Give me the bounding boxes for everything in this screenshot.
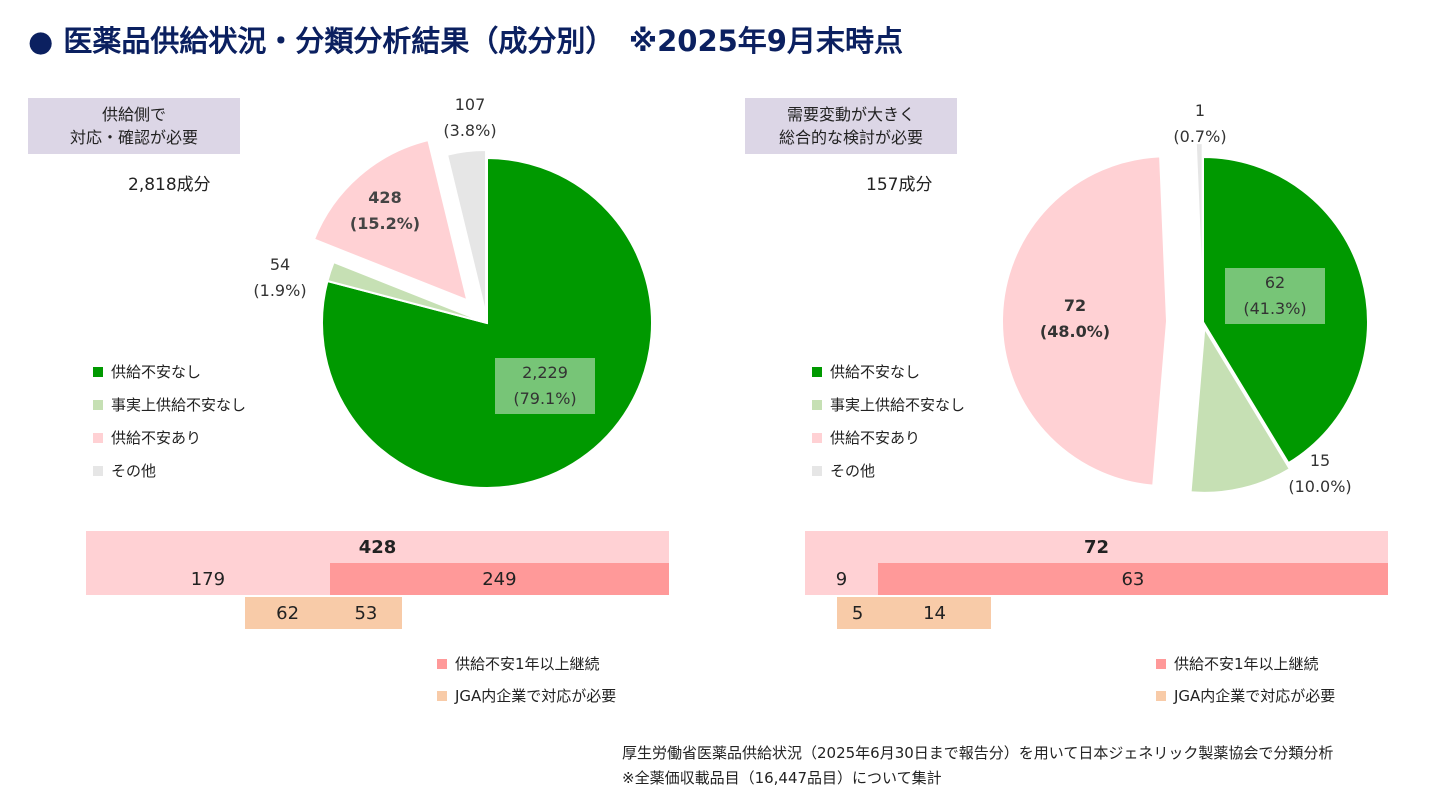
pie-slice-3	[445, 149, 488, 316]
value-label: 62	[1264, 273, 1286, 292]
bar-segment-over-1yr: 63	[877, 563, 1388, 595]
bar-total: 428	[86, 531, 669, 563]
legend-item: 事実上供給不安なし	[812, 389, 965, 422]
pie-slice-2	[312, 138, 469, 303]
bar-legend-item: JGA内企業で対応が必要	[1156, 680, 1335, 713]
legend-swatch	[812, 367, 822, 377]
legend-swatch	[93, 367, 103, 377]
legend-swatch	[437, 659, 447, 669]
legend-label: 供給不安あり	[111, 429, 202, 447]
category-tag: 需要変動が大きく 総合的な検討が必要	[745, 98, 957, 154]
legend-item: 供給不安なし	[93, 356, 201, 389]
value-label: 72	[1063, 296, 1087, 315]
legend-label: その他	[830, 462, 876, 480]
legend-item: 供給不安なし	[812, 356, 920, 389]
pie-slice-1	[1189, 324, 1292, 494]
data-label: 1 (0.7%)	[1150, 98, 1250, 150]
legend-label: 事実上供給不安なし	[111, 396, 247, 414]
bar-segment-jga-short: 62	[245, 597, 330, 629]
pie-slice-1	[326, 260, 488, 324]
data-label: 2,229 (79.1%)	[495, 358, 595, 414]
legend-label: 供給不安1年以上継続	[455, 655, 600, 673]
footnote-scope: ※全薬価収載品目（16,447品目）について集計	[622, 769, 942, 787]
percent-label: (10.0%)	[1288, 477, 1352, 496]
total-count: 157成分	[866, 175, 933, 195]
legend-item: その他	[93, 455, 156, 488]
legend-swatch	[437, 691, 447, 701]
bar-segment-short: 9	[805, 563, 878, 595]
data-label: 72 (48.0%)	[1025, 293, 1125, 345]
data-label: 62 (41.3%)	[1225, 268, 1325, 324]
value-label: 54	[269, 255, 291, 274]
legend-swatch	[93, 433, 103, 443]
bar-legend-item: 供給不安1年以上継続	[437, 648, 600, 681]
legend-swatch	[812, 433, 822, 443]
value-label: 2,229	[522, 363, 568, 382]
bar-segment-jga-short: 5	[837, 597, 878, 629]
bar-segment-over-1yr: 249	[329, 563, 669, 595]
legend-item: 供給不安あり	[812, 422, 920, 455]
legend-swatch	[93, 400, 103, 410]
value-label: 15	[1309, 451, 1331, 470]
value-label: 1	[1194, 101, 1206, 120]
legend-label: 供給不安なし	[111, 363, 202, 381]
data-label: 15 (10.0%)	[1270, 448, 1370, 500]
legend-swatch	[1156, 659, 1166, 669]
bar-legend-item: 供給不安1年以上継続	[1156, 648, 1319, 681]
legend-swatch	[812, 400, 822, 410]
bar-segment-jga-long: 53	[329, 597, 402, 629]
bar-segment-jga-long: 14	[877, 597, 992, 629]
percent-label: (15.2%)	[349, 214, 421, 233]
data-label: 54 (1.9%)	[230, 252, 330, 304]
pie-slice-3	[1194, 142, 1204, 309]
data-label: 428 (15.2%)	[335, 185, 435, 237]
legend-item: 事実上供給不安なし	[93, 389, 246, 422]
page-title: ● 医薬品供給状況・分類分析結果（成分別） ※2025年9月末時点	[28, 24, 903, 58]
percent-label: (48.0%)	[1039, 322, 1111, 341]
legend-label: JGA内企業で対応が必要	[1174, 687, 1336, 705]
category-tag: 供給側で 対応・確認が必要	[28, 98, 240, 154]
percent-label: (3.8%)	[443, 121, 497, 140]
percent-label: (41.3%)	[1243, 299, 1307, 318]
footnote-source: 厚生労働省医薬品供給状況（2025年6月30日まで報告分）を用いて日本ジェネリッ…	[622, 744, 1334, 762]
pie-slice-2	[1001, 155, 1169, 487]
legend-swatch	[812, 466, 822, 476]
legend-label: 供給不安1年以上継続	[1174, 655, 1319, 673]
value-label: 428	[368, 188, 402, 207]
bar-total: 72	[805, 531, 1388, 563]
legend-item: 供給不安あり	[93, 422, 201, 455]
legend-item: その他	[812, 455, 875, 488]
percent-label: (0.7%)	[1173, 127, 1227, 146]
bar-segment-short: 179	[86, 563, 330, 595]
bar-legend-item: JGA内企業で対応が必要	[437, 680, 616, 713]
legend-label: その他	[111, 462, 157, 480]
legend-swatch	[1156, 691, 1166, 701]
legend-label: JGA内企業で対応が必要	[455, 687, 617, 705]
percent-label: (79.1%)	[513, 389, 577, 408]
value-label: 107	[454, 95, 486, 114]
total-count: 2,818成分	[128, 175, 211, 195]
legend-label: 供給不安あり	[830, 429, 921, 447]
legend-label: 供給不安なし	[830, 363, 921, 381]
data-label: 107 (3.8%)	[420, 92, 520, 144]
percent-label: (1.9%)	[253, 281, 307, 300]
legend-swatch	[93, 466, 103, 476]
legend-label: 事実上供給不安なし	[830, 396, 966, 414]
